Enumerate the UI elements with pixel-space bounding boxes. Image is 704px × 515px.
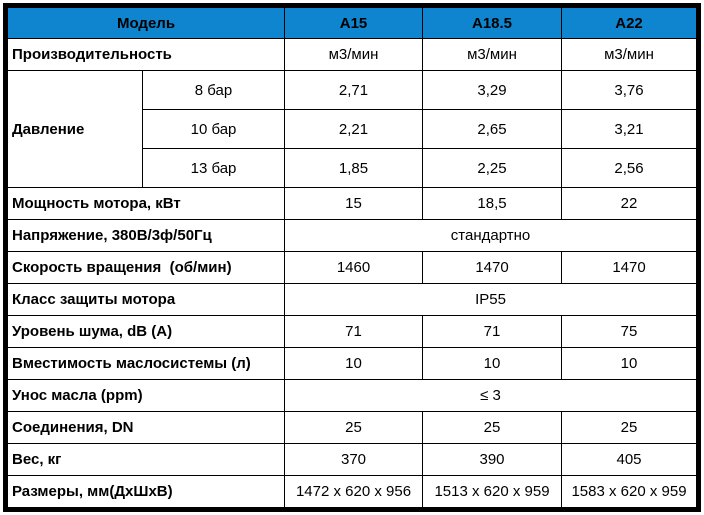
rotation-speed-row: Скорость вращения (об/мин) 1460 1470 147… <box>6 251 698 284</box>
pressure-row-8bar: Давление 8 бар 2,71 3,29 3,76 <box>7 70 698 188</box>
dimensions-a18: 1513 x 620 x 959 <box>422 475 563 508</box>
capacity-unit-a22: м3/мин <box>561 38 698 71</box>
rotation-speed-a15: 1460 <box>284 251 424 284</box>
pressure-8bar-a22: 3,76 <box>561 70 698 110</box>
pressure-8bar-label: 8 бар <box>141 70 286 110</box>
pressure-10bar-a18: 2,65 <box>422 109 563 149</box>
pressure-label: Давление <box>7 70 143 188</box>
connections-a22: 25 <box>561 411 698 444</box>
connections-row: Соединения, DN 25 25 25 <box>6 411 698 444</box>
noise-level-row: Уровень шума, dB (A) 71 71 75 <box>6 315 698 348</box>
oil-carryover-value: ≤ 3 <box>284 379 698 412</box>
noise-level-a22: 75 <box>561 315 698 348</box>
oil-capacity-row: Вместимость маслосистемы (л) 10 10 10 <box>6 347 698 380</box>
connections-label: Соединения, DN <box>6 411 286 444</box>
pressure-row-13bar: 13 бар 1,85 2,25 2,56 <box>8 148 698 188</box>
pressure-13bar-label: 13 бар <box>141 148 286 188</box>
voltage-value: стандартно <box>284 219 698 252</box>
dimensions-a22: 1583 x 620 x 959 <box>561 475 698 508</box>
weight-a15: 370 <box>284 443 424 476</box>
weight-a22: 405 <box>561 443 698 476</box>
motor-protection-value: IP55 <box>284 283 698 316</box>
connections-a18: 25 <box>422 411 563 444</box>
pressure-13bar-a18: 2,25 <box>422 148 563 188</box>
pressure-10bar-a15: 2,21 <box>284 109 424 149</box>
weight-row: Вес, кг 370 390 405 <box>6 443 698 476</box>
motor-power-row: Мощность мотора, кВт 15 18,5 22 <box>6 187 698 220</box>
oil-capacity-a15: 10 <box>284 347 424 380</box>
spec-table-frame: Модель A15 A18.5 A22 Производительность … <box>3 3 701 512</box>
motor-power-a15: 15 <box>284 187 424 220</box>
motor-power-a18: 18,5 <box>422 187 563 220</box>
motor-protection-row: Класс защиты мотора IP55 <box>6 283 698 316</box>
oil-capacity-label: Вместимость маслосистемы (л) <box>6 347 286 380</box>
noise-level-label: Уровень шума, dB (A) <box>6 315 286 348</box>
capacity-unit-a15: м3/мин <box>284 38 424 71</box>
rotation-speed-a22: 1470 <box>561 251 698 284</box>
spec-table: Модель A15 A18.5 A22 Производительность … <box>6 7 698 508</box>
model-header-cell: Модель <box>6 7 286 39</box>
capacity-label: Производительность <box>6 38 286 71</box>
pressure-row-10bar: 10 бар 2,21 2,65 3,21 <box>8 109 698 149</box>
capacity-unit-a18: м3/мин <box>422 38 563 71</box>
connections-a15: 25 <box>284 411 424 444</box>
pressure-10bar-a22: 3,21 <box>561 109 698 149</box>
dimensions-row: Размеры, мм(ДхШхВ) 1472 x 620 x 956 1513… <box>6 475 698 508</box>
rotation-speed-a18: 1470 <box>422 251 563 284</box>
motor-power-a22: 22 <box>561 187 698 220</box>
noise-level-a18: 71 <box>422 315 563 348</box>
pressure-13bar-a15: 1,85 <box>284 148 424 188</box>
voltage-label: Напряжение, 380В/3ф/50Гц <box>6 219 286 252</box>
motor-power-label: Мощность мотора, кВт <box>6 187 286 220</box>
model-a18-header: A18.5 <box>422 7 563 39</box>
oil-carryover-label: Унос масла (ppm) <box>6 379 286 412</box>
weight-a18: 390 <box>422 443 563 476</box>
noise-level-a15: 71 <box>284 315 424 348</box>
oil-capacity-a22: 10 <box>561 347 698 380</box>
dimensions-a15: 1472 x 620 x 956 <box>284 475 424 508</box>
capacity-row: Производительность м3/мин м3/мин м3/мин <box>6 38 698 71</box>
header-row: Модель A15 A18.5 A22 <box>6 7 698 39</box>
pressure-13bar-a22: 2,56 <box>561 148 698 188</box>
voltage-row: Напряжение, 380В/3ф/50Гц стандартно <box>6 219 698 252</box>
weight-label: Вес, кг <box>6 443 286 476</box>
oil-capacity-a18: 10 <box>422 347 563 380</box>
oil-carryover-row: Унос масла (ppm) ≤ 3 <box>6 379 698 412</box>
model-a15-header: A15 <box>284 7 424 39</box>
rotation-speed-label: Скорость вращения (об/мин) <box>6 251 286 284</box>
pressure-8bar-a18: 3,29 <box>422 70 563 110</box>
model-a22-header: A22 <box>561 7 698 39</box>
pressure-8bar-a15: 2,71 <box>284 70 424 110</box>
dimensions-label: Размеры, мм(ДхШхВ) <box>6 475 286 508</box>
pressure-10bar-label: 10 бар <box>141 109 286 149</box>
motor-protection-label: Класс защиты мотора <box>6 283 286 316</box>
